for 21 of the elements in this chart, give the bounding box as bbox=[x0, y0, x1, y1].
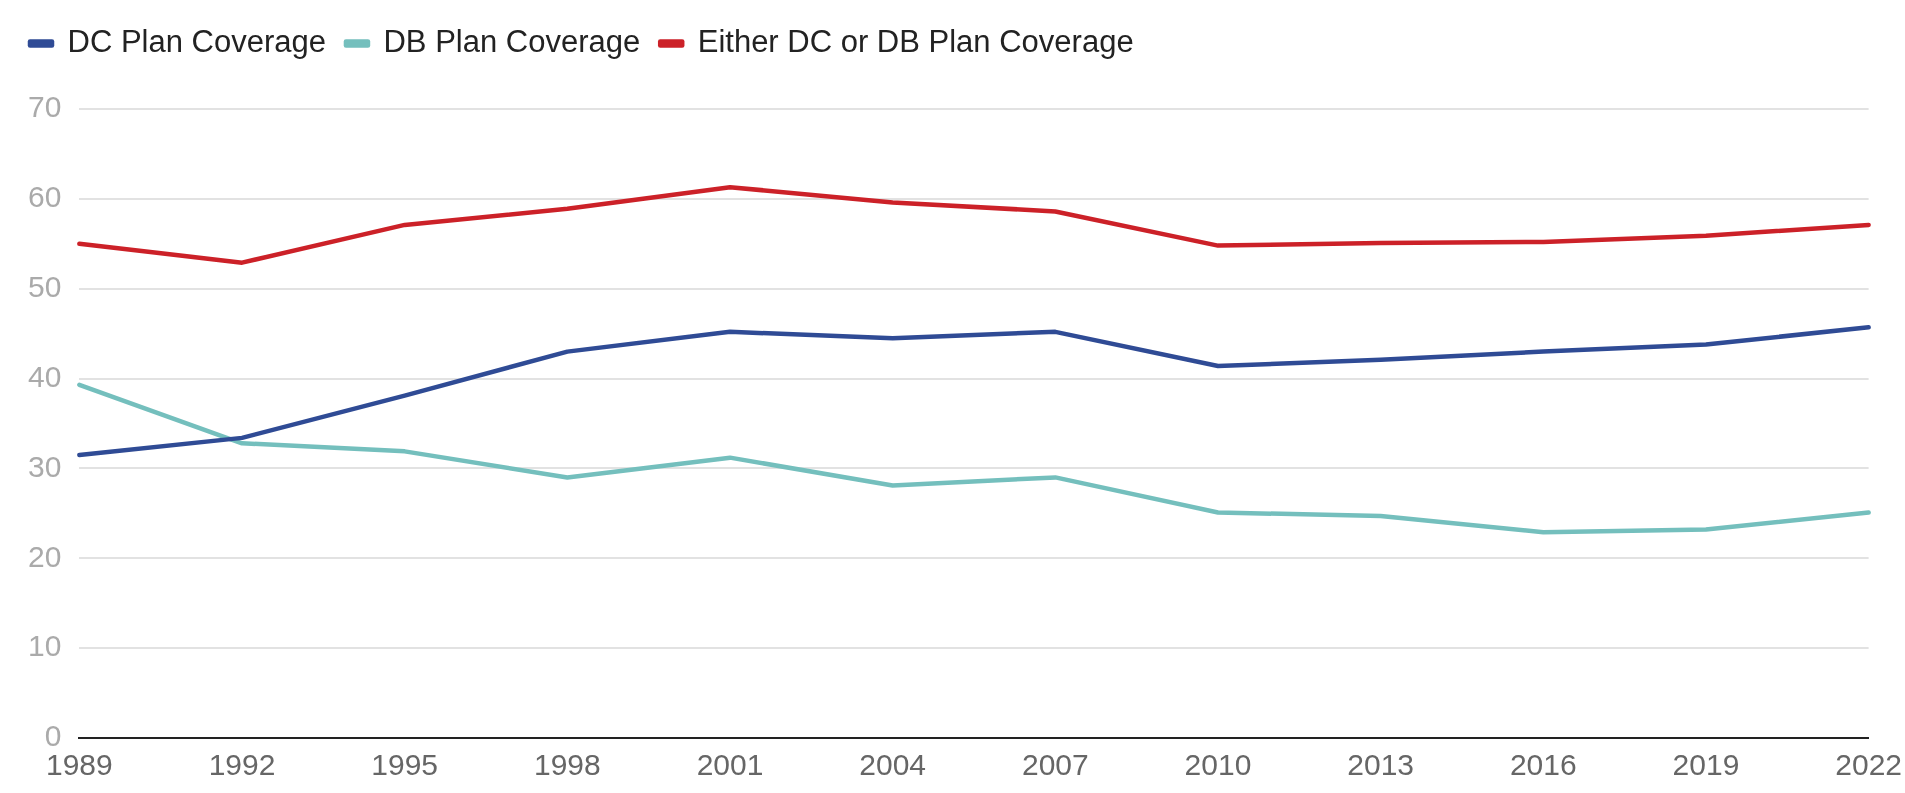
y-tick-label: 70 bbox=[27, 90, 62, 124]
x-tick-label: 2022 bbox=[1835, 748, 1903, 782]
x-tick-label: 1998 bbox=[533, 748, 601, 782]
x-tick-label: 2010 bbox=[1184, 748, 1252, 782]
legend-label: DB Plan Coverage bbox=[383, 24, 641, 60]
y-tick-label: 40 bbox=[27, 359, 62, 393]
y-tick-label: 60 bbox=[27, 180, 62, 214]
y-tick-label: 50 bbox=[27, 269, 62, 303]
legend-label: Either DC or DB Plan Coverage bbox=[697, 24, 1134, 60]
y-tick-label: 20 bbox=[27, 539, 62, 573]
x-tick-label: 2013 bbox=[1347, 748, 1415, 782]
x-tick-label: 1992 bbox=[208, 748, 276, 782]
x-tick-label: 1995 bbox=[371, 748, 439, 782]
x-tick-label: 2007 bbox=[1021, 748, 1089, 782]
y-tick-label: 30 bbox=[27, 449, 62, 483]
x-tick-label: 2004 bbox=[859, 748, 927, 782]
y-tick-label: 10 bbox=[27, 629, 62, 663]
legend-label: DC Plan Coverage bbox=[67, 24, 326, 60]
x-tick-label: 2001 bbox=[696, 748, 764, 782]
x-tick-label: 2019 bbox=[1672, 748, 1740, 782]
x-tick-label: 2016 bbox=[1509, 748, 1577, 782]
